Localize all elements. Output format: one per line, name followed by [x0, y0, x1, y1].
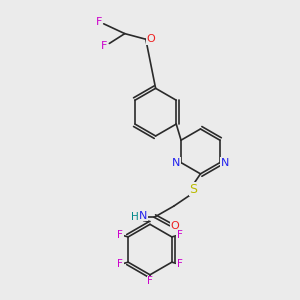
- Text: O: O: [146, 34, 155, 44]
- Text: F: F: [95, 17, 102, 27]
- Text: H: H: [131, 212, 139, 222]
- Text: F: F: [177, 260, 183, 269]
- Text: N: N: [140, 211, 148, 221]
- Text: F: F: [147, 276, 153, 286]
- Text: F: F: [100, 41, 107, 51]
- Text: N: N: [172, 158, 180, 168]
- Text: S: S: [190, 183, 197, 196]
- Text: F: F: [177, 230, 183, 240]
- Text: F: F: [117, 230, 123, 240]
- Text: F: F: [117, 260, 123, 269]
- Text: N: N: [221, 158, 229, 168]
- Text: O: O: [170, 221, 179, 231]
